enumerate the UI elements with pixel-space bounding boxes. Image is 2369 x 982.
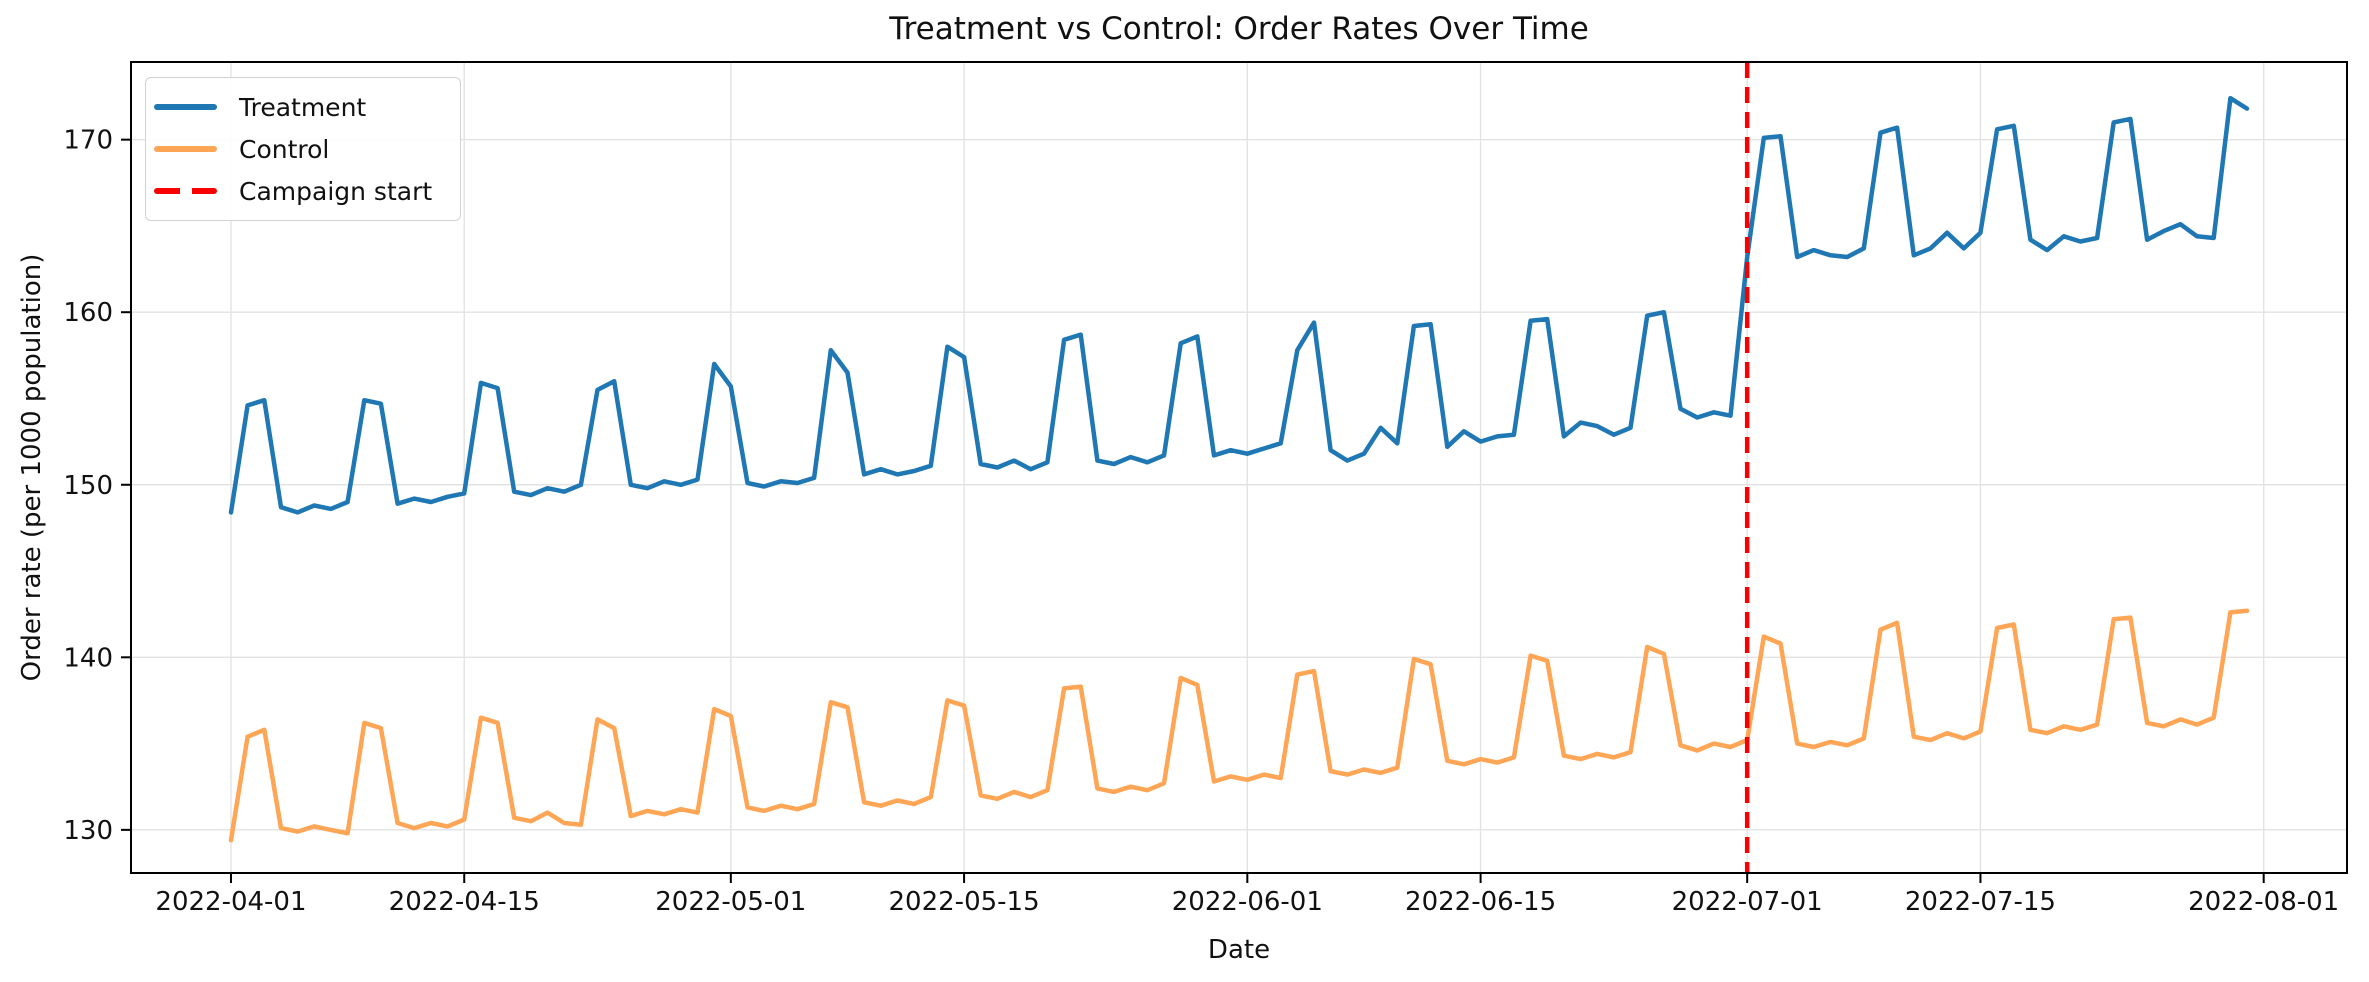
x-tick-label: 2022-05-15	[889, 887, 1040, 917]
legend-item-treatment: Treatment	[154, 87, 446, 127]
legend-item-campaign-start: Campaign start	[154, 171, 446, 211]
y-tick-label: 140	[63, 643, 113, 673]
x-tick-label: 2022-06-15	[1405, 887, 1556, 917]
legend-label: Treatment	[239, 92, 367, 122]
y-tick-label: 130	[63, 816, 113, 846]
legend-item-control: Control	[154, 129, 446, 169]
x-tick-label: 2022-05-01	[655, 887, 806, 917]
y-axis-label: Order rate (per 1000 population)	[17, 254, 47, 682]
chart-title: Treatment vs Control: Order Rates Over T…	[888, 11, 1589, 47]
treatment-line	[228, 95, 2250, 515]
y-tick-label: 150	[63, 471, 113, 501]
dashed-line-swatch-icon	[154, 188, 217, 194]
x-tick-label: 2022-04-01	[155, 887, 306, 917]
x-tick-label: 2022-06-01	[1172, 887, 1323, 917]
legend: Treatment Control Campaign start	[145, 77, 461, 221]
line-swatch-icon	[154, 104, 217, 110]
control-line	[228, 608, 2250, 843]
plot-border	[130, 61, 2348, 874]
x-tick-label: 2022-07-01	[1672, 887, 1823, 917]
y-tick-label: 160	[63, 298, 113, 328]
legend-label: Campaign start	[239, 176, 433, 206]
x-tick-label: 2022-07-15	[1905, 887, 2056, 917]
line-swatch-icon	[154, 146, 217, 152]
x-tick-label: 2022-04-15	[389, 887, 540, 917]
y-tick-label: 170	[63, 126, 113, 156]
legend-label: Control	[239, 134, 330, 164]
x-tick-label: 2022-08-01	[2188, 887, 2339, 917]
x-axis-label: Date	[1208, 935, 1270, 965]
